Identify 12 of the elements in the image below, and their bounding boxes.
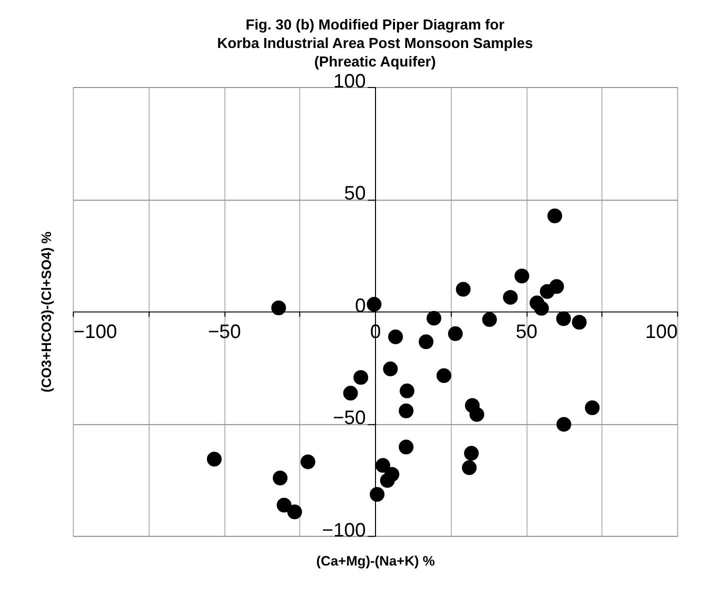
y-tick-label: −50 xyxy=(332,407,366,430)
x-tick-label: −50 xyxy=(208,321,242,344)
y-tick-label: 50 xyxy=(344,182,366,205)
chart-title: Fig. 30 (b) Modified Piper Diagram for Korba Industrial Area Post Monsoon Samples (Phreatic Aquifer) xyxy=(217,18,533,71)
y-tick-label: 100 xyxy=(333,70,366,93)
y-tick-label: 0 xyxy=(354,294,366,317)
x-axis-title: (Ca+Mg)-(Na+K) % xyxy=(316,554,435,569)
x-tick-label: 100 xyxy=(645,321,678,344)
x-tick-label: 50 xyxy=(516,321,538,344)
x-tick-label: −100 xyxy=(73,321,118,344)
y-axis-title: (CO3+HCO3)-(Cl+SO4) % xyxy=(38,232,54,392)
y-tick-label: −100 xyxy=(322,519,366,542)
